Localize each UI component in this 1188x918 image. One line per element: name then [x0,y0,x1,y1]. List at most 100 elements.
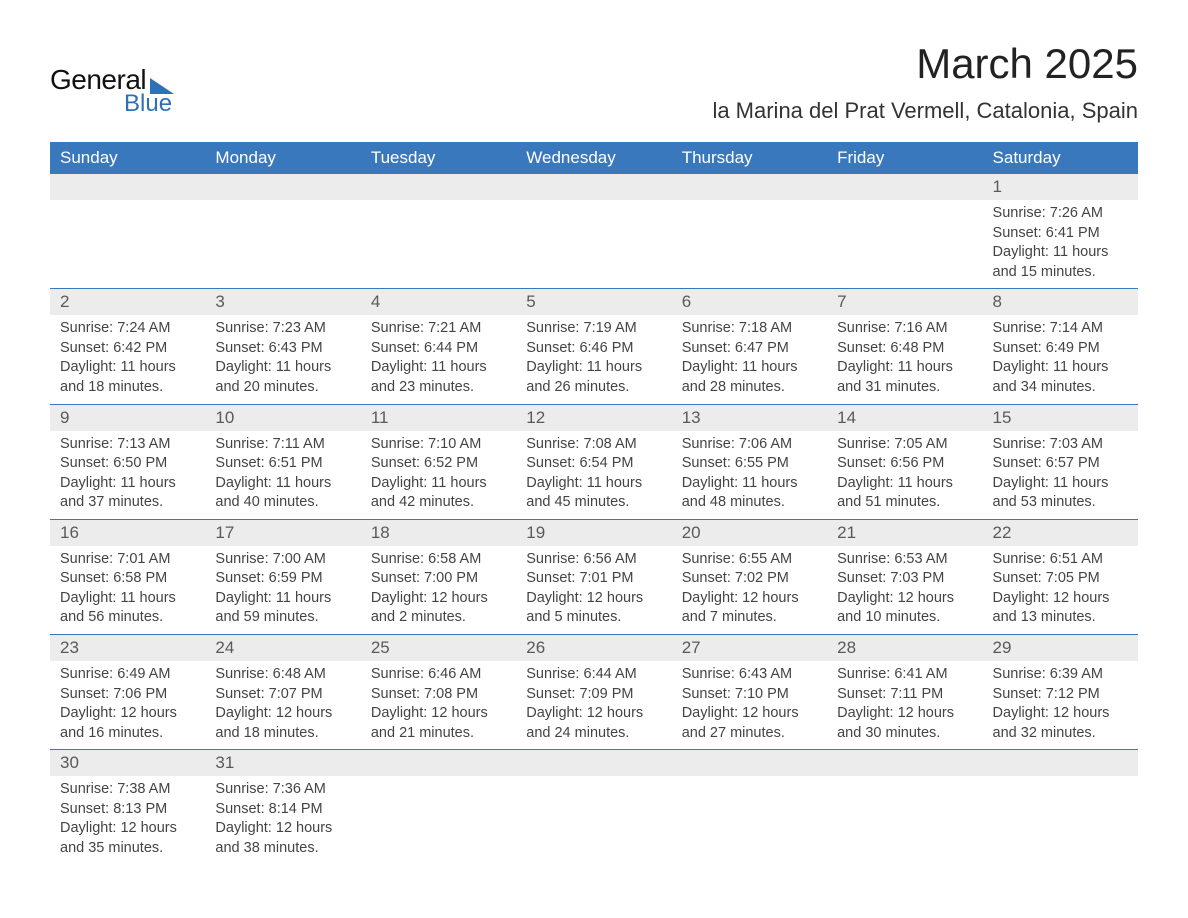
day-data: Sunrise: 7:06 AMSunset: 6:55 PMDaylight:… [672,431,827,519]
day-data: Sunrise: 6:56 AMSunset: 7:01 PMDaylight:… [516,546,671,634]
day-number-row: 16 [50,520,205,546]
sunrise-value: 7:00 AM [273,551,326,567]
sunrise-value: 6:53 AM [894,551,947,567]
sunset-label: Sunset: [682,570,731,586]
day-number: 21 [827,520,982,546]
calendar-day-cell [361,750,516,865]
day-number-row: 30 [50,750,205,776]
day-number-row: 21 [827,520,982,546]
sunset-line: Sunset: 7:06 PM [60,685,195,705]
day-data: Sunrise: 7:24 AM Sunset: 6:42 PMDaylight:… [50,315,205,403]
calendar-day-cell [827,174,982,289]
sunrise-value: 7:18 AM [739,320,792,336]
sunset-line: Sunset: 8:13 PM [60,800,195,820]
day-number: 26 [516,635,671,661]
day-number: 13 [672,405,827,431]
sunset-line: Sunset: 7:07 PM [215,685,350,705]
weekday-header: Tuesday [361,142,516,174]
sunset-value: 6:49 PM [1046,340,1100,356]
daylight-label: Daylight: [993,359,1049,375]
sunset-label: Sunset: [682,686,731,702]
sunset-line: Sunset: 6:48 PM [837,339,972,359]
calendar-day-cell: 18Sunrise: 6:58 AMSunset: 7:00 PMDayligh… [361,519,516,634]
calendar-week-row: 1Sunrise: 7:26 AMSunset: 6:41 PMDaylight… [50,174,1138,289]
sunset-line: Sunset: 7:02 PM [682,569,817,589]
day-number: 30 [50,750,205,776]
sunset-label: Sunset: [371,455,420,471]
sunrise-value: 7:01 AM [117,551,170,567]
sunrise-value: 6:48 AM [273,666,326,682]
sunrise-label: Sunrise: [993,320,1046,336]
sunrise-line: Sunrise: 6:39 AM [993,665,1128,685]
sunrise-label: Sunrise: [837,320,890,336]
sunrise-value: 7:14 AM [1050,320,1103,336]
sunrise-label: Sunrise: [371,320,424,336]
sunrise-label: Sunrise: [837,551,890,567]
sunset-label: Sunset: [837,455,886,471]
calendar-day-cell: 16Sunrise: 7:01 AMSunset: 6:58 PMDayligh… [50,519,205,634]
day-number: 6 [672,289,827,315]
sunrise-value: 7:24 AM [117,320,170,336]
day-number-row: 13 [672,405,827,431]
day-data: Sunrise: 6:43 AMSunset: 7:10 PMDaylight:… [672,661,827,749]
day-number-row: 14 [827,405,982,431]
sunrise-line: Sunrise: 7:26 AM [993,204,1128,224]
day-number: 4 [361,289,516,315]
sunset-line: Sunset: 7:09 PM [526,685,661,705]
daylight-line: Daylight: 12 hours and 10 minutes. [837,589,972,628]
day-number: 27 [672,635,827,661]
sunset-line: Sunset: 7:08 PM [371,685,506,705]
sunrise-value: 7:26 AM [1050,205,1103,221]
day-data: Sunrise: 6:55 AMSunset: 7:02 PMDaylight:… [672,546,827,634]
sunrise-value: 6:43 AM [739,666,792,682]
daylight-line: Daylight: 11 hours and 56 minutes. [60,589,195,628]
day-number-row: 29 [983,635,1138,661]
day-number-row: 11 [361,405,516,431]
sunset-value: 7:11 PM [890,686,943,702]
sunrise-label: Sunrise: [371,666,424,682]
day-number-row: 1 [983,174,1138,200]
sunset-value: 6:54 PM [579,455,633,471]
calendar-day-cell [827,750,982,865]
sunset-value: 7:10 PM [735,686,789,702]
daylight-label: Daylight: [60,705,116,721]
sunset-line: Sunset: 6:51 PM [215,454,350,474]
sunset-line: Sunset: 6:42 PM [60,339,195,359]
sunrise-line: Sunrise: 7:08 AM [526,435,661,455]
calendar-week-row: 2Sunrise: 7:24 AMSunset: 6:42 PMDaylight… [50,289,1138,404]
sunrise-value: 7:06 AM [739,436,792,452]
sunrise-label: Sunrise: [215,320,268,336]
daylight-label: Daylight: [60,590,116,606]
sunset-label: Sunset: [682,455,731,471]
sunset-label: Sunset: [837,340,886,356]
day-number: 20 [672,520,827,546]
calendar-day-cell [983,750,1138,865]
day-data: Sunrise: 7:16 AMSunset: 6:48 PMDaylight:… [827,315,982,403]
day-data: Sunrise: 7:36 AMSunset: 8:14 PMDaylight:… [205,776,360,864]
day-number-row: 23 [50,635,205,661]
title-block: March 2025 la Marina del Prat Vermell, C… [712,40,1138,124]
sunrise-line: Sunrise: 7:14 AM [993,319,1128,339]
daylight-line: Daylight: 11 hours and 18 minutes. [60,358,195,397]
daylight-line: Daylight: 12 hours and 27 minutes. [682,704,817,743]
day-number: 22 [983,520,1138,546]
sunset-value: 6:46 PM [579,340,633,356]
daylight-label: Daylight: [371,590,427,606]
sunset-value: 7:08 PM [424,686,478,702]
page-title: March 2025 [712,40,1138,88]
day-number-row: 28 [827,635,982,661]
day-number: 18 [361,520,516,546]
sunset-value: 7:02 PM [735,570,789,586]
day-number: 1 [983,174,1138,200]
sunrise-value: 7:21 AM [428,320,481,336]
calendar-day-cell: 3Sunrise: 7:23 AMSunset: 6:43 PMDaylight… [205,289,360,404]
sunset-line: Sunset: 8:14 PM [215,800,350,820]
sunrise-value: 7:36 AM [273,781,326,797]
day-number: 5 [516,289,671,315]
calendar-day-cell: 24Sunrise: 6:48 AMSunset: 7:07 PMDayligh… [205,635,360,750]
sunrise-label: Sunrise: [60,320,113,336]
daylight-line: Daylight: 11 hours and 53 minutes. [993,474,1128,513]
sunset-label: Sunset: [526,570,575,586]
daylight-line: Daylight: 12 hours and 2 minutes. [371,589,506,628]
day-number-row: 27 [672,635,827,661]
